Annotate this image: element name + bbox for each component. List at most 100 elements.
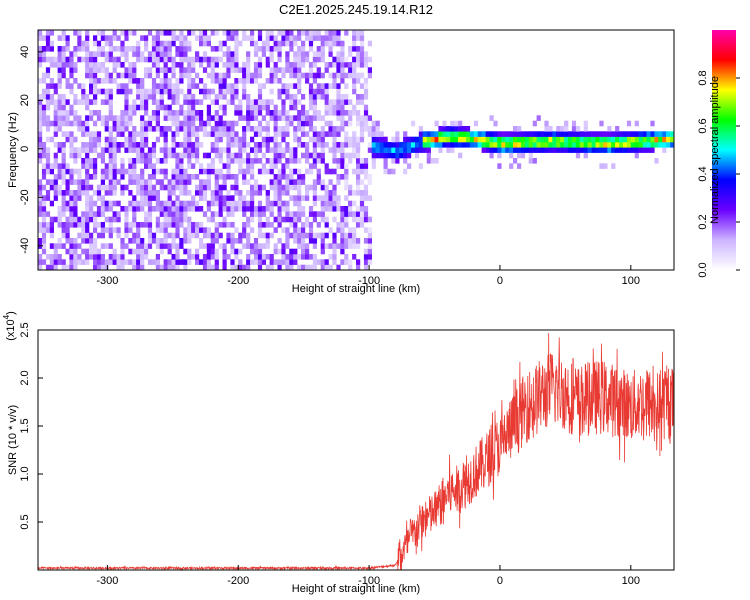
- spectrogram-cell: [281, 184, 286, 191]
- spectrogram-cell: [230, 206, 235, 212]
- spectrogram-cell: [226, 46, 231, 52]
- spectrogram-cell: [214, 232, 219, 239]
- spectrogram-cell: [316, 152, 321, 159]
- spectrogram-cell: [175, 83, 180, 89]
- spectrogram-cell: [108, 115, 113, 121]
- spectrogram-cell: [61, 174, 66, 180]
- spectrogram-x-tick-label: -100: [358, 275, 380, 287]
- spectrogram-cell: [297, 126, 302, 132]
- spectrogram-cell: [144, 243, 149, 249]
- spectrogram-cell: [242, 264, 247, 271]
- spectrogram-cell: [650, 131, 655, 137]
- spectrogram-cell: [387, 168, 392, 175]
- spectrogram-cell: [430, 136, 435, 143]
- spectrogram-cell: [112, 56, 117, 63]
- spectrogram-cell: [77, 259, 82, 265]
- figure-title: C2E1.2025.245.19.14.R12: [279, 2, 433, 17]
- spectrogram-cell: [305, 232, 310, 239]
- spectrogram-cell: [246, 254, 251, 260]
- spectrogram-cell: [151, 163, 157, 169]
- spectrogram-cell: [320, 147, 325, 153]
- spectrogram-cell: [332, 62, 337, 68]
- spectrogram-cell: [623, 142, 628, 148]
- spectrogram-cell: [493, 147, 498, 153]
- spectrogram-cell: [214, 131, 219, 137]
- spectrogram-cell: [49, 264, 54, 271]
- spectrogram-cell: [509, 131, 514, 137]
- spectrogram-cell: [112, 126, 117, 132]
- spectrogram-cell: [199, 206, 204, 212]
- spectrogram-cell: [281, 35, 286, 41]
- spectrogram-cell: [352, 110, 357, 116]
- spectrogram-cell: [195, 51, 200, 57]
- spectrogram-cell: [191, 99, 196, 105]
- spectrogram-cell: [112, 158, 117, 164]
- spectrogram-cell: [517, 152, 522, 159]
- spectrogram-cell: [222, 200, 227, 207]
- spectrogram-cell: [61, 142, 66, 148]
- spectrogram-cell: [96, 40, 102, 47]
- spectrogram-cell: [356, 56, 361, 63]
- spectrogram-cell: [305, 142, 310, 148]
- spectrogram-cell: [61, 67, 66, 73]
- spectrogram-cell: [473, 131, 478, 137]
- spectrogram-cell: [163, 264, 168, 271]
- spectrogram-cell: [124, 227, 129, 233]
- spectrogram-cell: [206, 110, 211, 116]
- spectrogram-cell: [611, 131, 616, 137]
- spectrogram-cell: [442, 136, 447, 143]
- spectrogram-cell: [336, 40, 341, 47]
- spectrogram-cell: [120, 264, 125, 271]
- spectrogram-cell: [77, 46, 82, 52]
- spectrogram-cell: [485, 142, 490, 148]
- spectrogram-cell: [670, 136, 675, 143]
- spectrogram-cell: [132, 51, 137, 57]
- spectrogram-cell: [257, 120, 263, 127]
- spectrogram-cell: [234, 131, 239, 137]
- spectrogram-cell: [599, 147, 604, 153]
- spectrogram-cell: [61, 62, 66, 68]
- spectrogram-cell: [352, 227, 357, 233]
- spectrogram-cell: [520, 136, 526, 143]
- spectrogram-cell: [132, 264, 137, 271]
- spectrogram-cell: [57, 174, 62, 180]
- spectrogram-cell: [411, 142, 416, 148]
- spectrogram-cell: [144, 67, 149, 73]
- spectrogram-cell: [38, 56, 43, 63]
- spectrogram-cell: [179, 259, 184, 265]
- spectrogram-cell: [305, 110, 310, 116]
- spectrogram-cell: [175, 126, 180, 132]
- spectrogram-cell: [273, 190, 278, 196]
- spectrogram-cell: [108, 136, 113, 143]
- spectrogram-cell: [85, 72, 90, 79]
- spectrogram-cell: [242, 88, 247, 95]
- spectrogram-cell: [242, 136, 247, 143]
- spectrogram-cell: [155, 227, 160, 233]
- spectrogram-cell: [301, 232, 306, 239]
- spectrogram-cell: [230, 243, 235, 249]
- spectrogram-cell: [140, 243, 145, 249]
- spectrogram-cell: [93, 62, 98, 68]
- spectrogram-cell: [226, 163, 231, 169]
- spectrogram-cell: [140, 158, 145, 164]
- spectrogram-cell: [312, 184, 317, 191]
- spectrogram-cell: [301, 174, 306, 180]
- spectrogram-cell: [312, 147, 317, 153]
- spectrogram-cell: [281, 206, 286, 212]
- spectrogram-cell: [305, 254, 310, 260]
- spectrogram-cell: [226, 30, 231, 36]
- spectrogram-cell: [159, 238, 164, 244]
- spectrogram-cell: [320, 88, 325, 95]
- spectrogram-cell: [352, 152, 357, 159]
- spectrogram-cell: [489, 115, 494, 121]
- spectrogram-cell: [132, 72, 137, 79]
- spectrogram-cell: [242, 179, 247, 185]
- spectrogram-cell: [108, 232, 113, 239]
- snr-x-tick-label: 0: [497, 575, 503, 587]
- spectrogram-cell: [438, 136, 443, 143]
- spectrogram-cell: [485, 136, 490, 143]
- spectrogram-cell: [155, 56, 160, 63]
- spectrogram-cell: [38, 206, 43, 212]
- spectrogram-cell: [73, 238, 78, 244]
- spectrogram-cell: [571, 147, 577, 153]
